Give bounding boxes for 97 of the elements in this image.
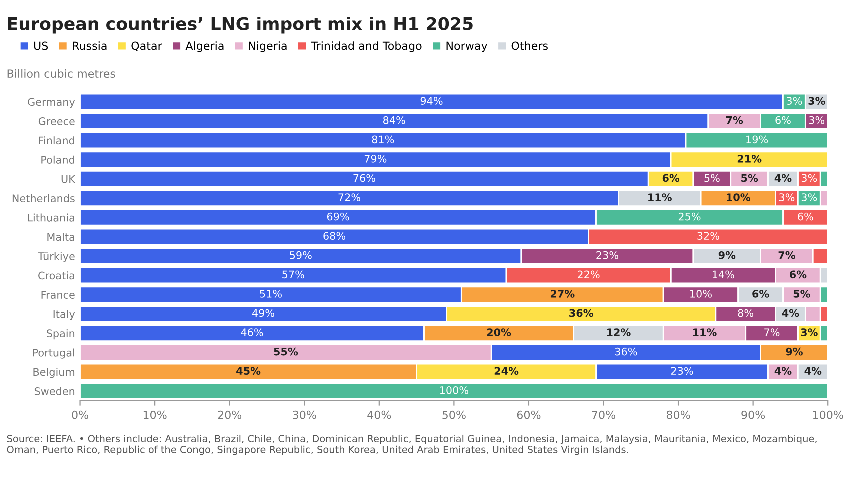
data-label: 19% bbox=[746, 136, 768, 144]
y-tick-label: Croatia bbox=[38, 272, 74, 280]
data-label: 9% bbox=[786, 348, 803, 356]
y-tick-label: France bbox=[42, 291, 75, 299]
data-label: 79% bbox=[364, 154, 387, 163]
data-label: 10% bbox=[690, 290, 712, 298]
data-label: 55% bbox=[274, 348, 298, 356]
data-label: 5% bbox=[742, 174, 758, 182]
data-label: 7% bbox=[778, 251, 796, 260]
x-tick-label: 80% bbox=[666, 410, 690, 420]
data-label: 59% bbox=[290, 251, 312, 260]
data-label: 100% bbox=[440, 386, 468, 394]
data-label: 36% bbox=[570, 309, 594, 318]
y-tick-label: Belgium bbox=[34, 368, 75, 378]
data-label: 11% bbox=[648, 194, 672, 202]
data-label: 84% bbox=[383, 116, 406, 124]
data-label: 76% bbox=[354, 174, 376, 182]
data-label: 3% bbox=[780, 194, 795, 202]
y-tick-label: Greece bbox=[38, 118, 75, 126]
y-tick-label: Germany bbox=[28, 98, 76, 108]
data-label: 46% bbox=[241, 328, 264, 336]
data-label: 45% bbox=[236, 367, 261, 376]
data-label: 4% bbox=[774, 174, 792, 182]
y-tick-label: Netherlands bbox=[12, 194, 75, 203]
data-label: 3% bbox=[808, 97, 826, 106]
data-label: 4% bbox=[774, 367, 792, 376]
data-label: 49% bbox=[252, 309, 274, 318]
data-label: 32% bbox=[698, 232, 720, 240]
y-tick-label: Poland bbox=[42, 156, 74, 164]
x-tick-label: 40% bbox=[368, 410, 392, 420]
data-label: 3% bbox=[802, 174, 818, 182]
data-label: 81% bbox=[372, 136, 394, 144]
y-axis-title: Billion cubic metres bbox=[8, 69, 116, 78]
data-label: 21% bbox=[738, 154, 762, 163]
data-label: 4% bbox=[804, 367, 822, 376]
data-label: 36% bbox=[615, 348, 638, 356]
data-label: 23% bbox=[596, 251, 618, 260]
y-tick-label: UK bbox=[62, 176, 76, 184]
data-label: 3% bbox=[809, 116, 825, 124]
data-label: 3% bbox=[786, 97, 802, 106]
data-label: 6% bbox=[752, 290, 770, 298]
source-note: Source: IEEFA. • Others include: Australia, Brazil, Chile, China, Dominican Republic, Equatorial Guinea, Indonesia, Jamaica, Malaysia, Mauritania, Mexico, Mozambique, Oman, Puerto Rico, Republic of the Congo, Singapore Republic, South Korea, United Arab Emirates, United States Virgin Islands. bbox=[7, 434, 817, 456]
legend-label: Others bbox=[512, 42, 548, 50]
y-tick-label: Sweden bbox=[34, 387, 75, 396]
data-label: 68% bbox=[324, 232, 346, 240]
data-label: 8% bbox=[738, 309, 754, 318]
legend-label: Qatar bbox=[132, 42, 162, 52]
data-label: 7% bbox=[726, 116, 744, 124]
x-tick-label: 20% bbox=[218, 410, 242, 420]
legend-label: Norway bbox=[446, 42, 488, 52]
data-label: 23% bbox=[671, 367, 694, 376]
data-label: 3% bbox=[802, 194, 818, 202]
chart-title: European countries’ LNG import mix in H1 2025 bbox=[8, 17, 473, 34]
data-label: 5% bbox=[794, 290, 810, 298]
data-label: 11% bbox=[693, 328, 717, 336]
data-label: 57% bbox=[282, 270, 304, 279]
legend-label: Nigeria bbox=[249, 42, 287, 52]
data-label: 12% bbox=[607, 328, 631, 336]
data-label: 14% bbox=[712, 270, 734, 279]
legend-label: Algeria bbox=[186, 42, 224, 52]
data-label: 4% bbox=[782, 309, 800, 318]
data-label: 69% bbox=[327, 212, 350, 221]
x-tick-label: 60% bbox=[517, 410, 541, 420]
data-label: 5% bbox=[704, 174, 720, 182]
data-label: 9% bbox=[718, 251, 736, 260]
data-label: 6% bbox=[776, 116, 791, 124]
x-tick-label: 90% bbox=[742, 410, 766, 420]
y-tick-label: Spain bbox=[46, 329, 75, 340]
legend-label: Russia bbox=[73, 42, 107, 50]
data-label: 25% bbox=[678, 212, 701, 221]
data-label: 51% bbox=[260, 290, 282, 298]
data-label: 72% bbox=[338, 194, 360, 202]
data-label: 10% bbox=[727, 194, 750, 202]
data-label: 94% bbox=[420, 97, 443, 106]
x-tick-label: 10% bbox=[144, 410, 167, 420]
y-tick-label: Finland bbox=[39, 136, 74, 145]
legend-label: US bbox=[34, 42, 48, 50]
data-label: 27% bbox=[550, 290, 575, 298]
x-tick-label: 50% bbox=[442, 410, 466, 420]
x-tick-label: 0% bbox=[72, 410, 88, 420]
y-tick-label: Italy bbox=[54, 310, 76, 320]
data-label: 20% bbox=[487, 328, 512, 336]
y-tick-label: Malta bbox=[48, 233, 74, 242]
y-tick-label: Portugal bbox=[33, 348, 74, 359]
data-label: 6% bbox=[798, 212, 814, 221]
data-label: 22% bbox=[578, 270, 600, 279]
x-tick-label: 100% bbox=[813, 410, 844, 420]
data-label: 7% bbox=[764, 328, 780, 336]
data-label: 24% bbox=[494, 367, 519, 376]
data-label: 3% bbox=[801, 328, 818, 336]
data-label: 6% bbox=[790, 270, 807, 279]
x-tick-label: 30% bbox=[293, 410, 316, 420]
y-tick-label: Türkiye bbox=[38, 252, 75, 262]
x-tick-label: 70% bbox=[592, 410, 616, 420]
y-tick-label: Lithuania bbox=[28, 214, 74, 222]
data-label: 6% bbox=[662, 174, 680, 182]
legend-label: Trinidad and Tobago bbox=[311, 42, 422, 52]
